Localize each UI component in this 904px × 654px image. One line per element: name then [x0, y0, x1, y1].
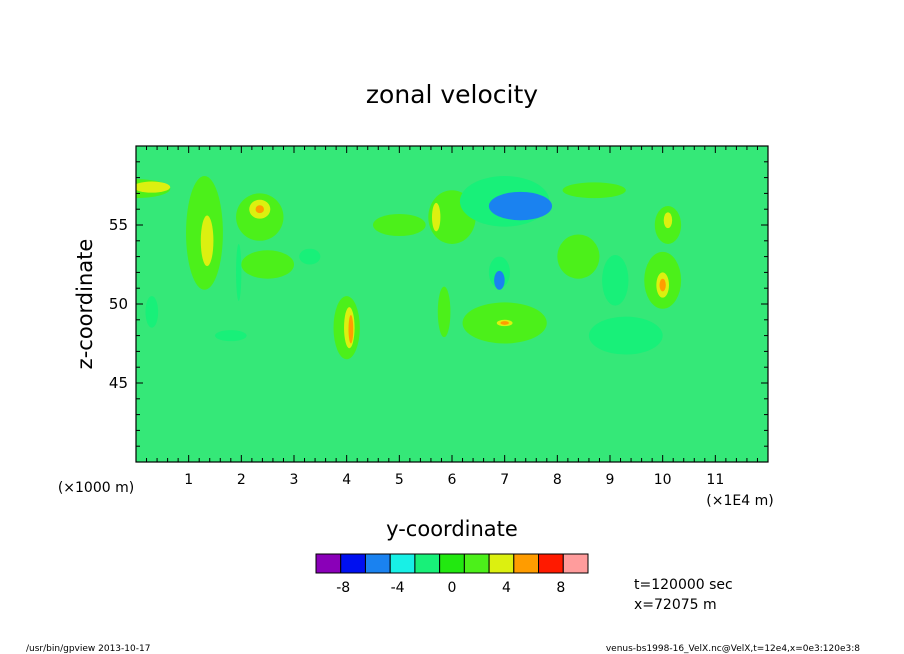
- colorbar: [315, 553, 589, 574]
- x-tick-label: 1: [184, 472, 193, 488]
- y-tick-labels: 45 50 55: [109, 216, 128, 392]
- colorbar-label: 4: [502, 580, 511, 596]
- contour-region: [663, 212, 673, 229]
- time-annotation: t=120000 sec: [634, 577, 733, 593]
- plot-area: [136, 146, 768, 462]
- contour-region: [437, 286, 451, 338]
- contour-region: [373, 213, 426, 237]
- x-tick-label: 8: [553, 472, 562, 488]
- x-tick-label: 10: [654, 472, 672, 488]
- colorbar-swatch: [389, 553, 416, 574]
- contour-region: [494, 270, 505, 290]
- colorbar-swatch: [414, 553, 441, 574]
- contour-region: [557, 234, 600, 279]
- colorbar-swatch: [488, 553, 515, 574]
- colorbar-swatch: [538, 553, 564, 574]
- colorbar-label: 8: [556, 580, 565, 596]
- colorbar-swatch: [513, 553, 540, 574]
- contour-region: [602, 255, 629, 306]
- position-annotation: x=72075 m: [634, 597, 717, 613]
- axis-ticks: [135, 145, 769, 463]
- colorbar-label: -8: [336, 580, 350, 596]
- colorbar-swatch: [439, 553, 465, 574]
- x-tick-labels: 1 2 3 4 5 6 7 8 9 10 11: [184, 472, 724, 488]
- colorbar-swatch: [562, 553, 589, 574]
- contour-region: [136, 181, 171, 193]
- footer-right: venus-bs1998-16_VelX.nc@VelX,t=12e4,x=0e…: [606, 644, 860, 654]
- x-unit-right: (×1E4 m): [706, 493, 773, 509]
- y-tick-label: 45: [109, 374, 128, 392]
- colorbar-swatch: [364, 553, 391, 574]
- contour-region: [241, 250, 294, 279]
- y-axis-label: z-coordinate: [73, 239, 97, 370]
- footer-left: /usr/bin/gpview 2013-10-17: [26, 644, 150, 654]
- colorbar-labels: -8 -4 0 4 8: [336, 580, 565, 596]
- contour-regions: [136, 176, 682, 360]
- contour-region: [431, 202, 441, 232]
- contour-region: [488, 191, 553, 221]
- x-unit-left: (×1000 m): [58, 480, 134, 496]
- contour-region: [236, 243, 242, 301]
- contour-region: [299, 248, 321, 265]
- x-tick-label: 2: [237, 472, 246, 488]
- colorbar-label: 0: [448, 580, 457, 596]
- contour-region: [215, 330, 247, 342]
- contour-region: [588, 316, 663, 355]
- contour-region: [348, 315, 354, 344]
- contour-region: [562, 182, 626, 199]
- y-tick-label: 55: [109, 216, 128, 234]
- colorbar-swatch: [315, 553, 342, 574]
- colorbar-swatch: [340, 553, 366, 574]
- contour-region: [500, 321, 509, 325]
- x-tick-label: 7: [500, 472, 509, 488]
- contour-region: [145, 296, 159, 328]
- contour-region: [255, 205, 264, 214]
- contour-region: [200, 215, 214, 267]
- x-tick-label: 11: [706, 472, 724, 488]
- contour-region: [659, 278, 666, 292]
- x-tick-label: 5: [395, 472, 404, 488]
- y-tick-label: 50: [109, 295, 128, 313]
- x-axis-label: y-coordinate: [386, 517, 518, 541]
- colorbar-label: -4: [391, 580, 405, 596]
- chart-title: zonal velocity: [366, 80, 538, 109]
- x-tick-label: 9: [606, 472, 615, 488]
- x-tick-label: 3: [290, 472, 299, 488]
- colorbar-swatch: [463, 553, 490, 574]
- x-tick-label: 4: [342, 472, 351, 488]
- x-tick-label: 6: [448, 472, 457, 488]
